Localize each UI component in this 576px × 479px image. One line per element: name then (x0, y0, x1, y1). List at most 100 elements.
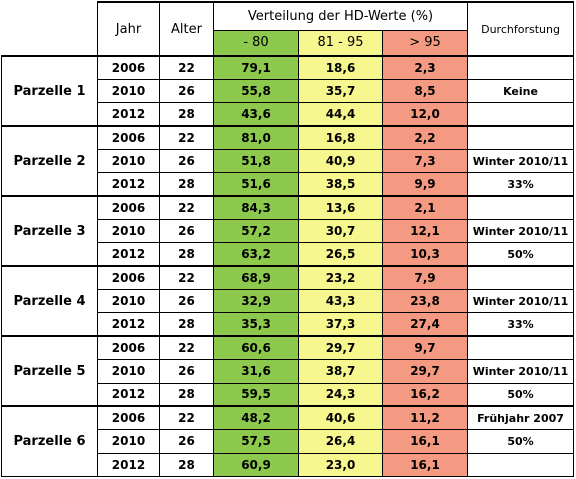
cell-low: 63,2 (213, 242, 299, 267)
cell-alter: 22 (159, 195, 214, 221)
cell-alter: 26 (159, 148, 214, 174)
cell-durchforstung (467, 125, 575, 150)
cell-high: 29,7 (381, 359, 469, 384)
cell-mid: 38,7 (298, 359, 383, 384)
cell-low: 43,6 (213, 102, 299, 127)
cell-alter: 26 (159, 289, 214, 314)
cell-jahr: 2006 (97, 405, 160, 431)
cell-high: 27,4 (381, 312, 469, 337)
table-row: Parzelle 6 2006 22 48,2 40,6 11,2 Frühjahr 200… (1, 405, 575, 478)
cell-mid: 23,2 (298, 265, 383, 291)
cell-alter: 28 (159, 242, 214, 267)
cell-low: 81,0 (213, 125, 299, 150)
cell-high: 7,3 (381, 148, 469, 174)
header-alter: Alter (159, 1, 214, 57)
cell-alter: 22 (159, 125, 214, 150)
table-row: Parzelle 4 2006 22 68,9 23,2 7,9 (1, 265, 575, 337)
cell-jahr: 2012 (97, 242, 160, 267)
cell-alter: 28 (159, 102, 214, 127)
cell-low: 31,6 (213, 359, 299, 384)
cell-alter: 26 (159, 359, 214, 384)
cell-alter: 22 (159, 265, 214, 291)
cell-durchforstung: 50% (467, 382, 575, 407)
cell-jahr: 2006 (97, 54, 160, 80)
cell-mid: 24,3 (298, 382, 383, 407)
plot-name: Parzelle 3 (1, 195, 98, 267)
cell-jahr: 2012 (97, 382, 160, 407)
cell-low: 57,5 (213, 429, 299, 454)
cell-alter: 26 (159, 429, 214, 454)
cell-jahr: 2010 (97, 289, 160, 314)
cell-jahr: 2010 (97, 429, 160, 454)
cell-low: 51,6 (213, 172, 299, 197)
cell-low: 79,1 (213, 54, 299, 80)
table-row: Parzelle 3 2006 22 84,3 13,6 2,1 (1, 195, 575, 267)
cell-jahr: 2012 (97, 452, 160, 478)
cell-low: 60,6 (213, 335, 299, 361)
cell-high: 11,2 (381, 405, 469, 431)
cell-alter: 28 (159, 312, 214, 337)
cell-mid: 18,6 (298, 54, 383, 80)
cell-high: 16,1 (381, 452, 469, 478)
cell-mid: 44,4 (298, 102, 383, 127)
cell-alter: 22 (159, 405, 214, 431)
table-row: Parzelle 5 2006 22 60,6 29,7 9,7 (1, 335, 575, 407)
cell-high: 2,2 (381, 125, 469, 150)
cell-durchforstung (467, 102, 575, 127)
cell-mid: 30,7 (298, 219, 383, 244)
cell-mid: 29,7 (298, 335, 383, 361)
plot-name: Parzelle 4 (1, 265, 98, 337)
cell-durchforstung (467, 54, 575, 80)
header-range-high: > 95 (381, 29, 469, 57)
cell-mid: 23,0 (298, 452, 383, 478)
cell-jahr: 2006 (97, 265, 160, 291)
cell-durchforstung (467, 265, 575, 291)
table-body: Parzelle 1 2006 22 79,1 18,6 2,3 2010 26 55,8 35,… (1, 54, 575, 478)
cell-alter: 22 (159, 335, 214, 361)
cell-low: 51,8 (213, 148, 299, 174)
table-row: 2012 28 63,2 26,5 10,3 50% (2, 242, 575, 267)
cell-durchforstung: Winter 2010/11 (467, 289, 575, 314)
cell-durchforstung: 50% (467, 429, 575, 454)
cell-jahr: 2010 (97, 219, 160, 244)
cell-durchforstung: Winter 2010/11 (467, 219, 575, 244)
cell-alter: 28 (159, 452, 214, 478)
cell-jahr: 2012 (97, 172, 160, 197)
table-row: 2010 26 57,2 30,7 12,1 Winter 2010/11 (2, 219, 575, 244)
cell-high: 16,1 (381, 429, 469, 454)
table-row: 2012 28 35,3 37,3 27,4 33% (2, 312, 575, 337)
cell-jahr: 2012 (97, 102, 160, 127)
cell-low: 57,2 (213, 219, 299, 244)
plot-name: Parzelle 1 (1, 54, 98, 127)
cell-low: 59,5 (213, 382, 299, 407)
cell-low: 35,3 (213, 312, 299, 337)
cell-mid: 37,3 (298, 312, 383, 337)
cell-jahr: 2012 (97, 312, 160, 337)
cell-durchforstung (467, 452, 575, 478)
header-range-mid: 81 - 95 (298, 29, 383, 57)
cell-mid: 38,5 (298, 172, 383, 197)
cell-alter: 26 (159, 78, 214, 104)
cell-durchforstung: 33% (467, 312, 575, 337)
cell-high: 23,8 (381, 289, 469, 314)
cell-alter: 22 (159, 54, 214, 80)
cell-low: 68,9 (213, 265, 299, 291)
plot-name: Parzelle 2 (1, 125, 98, 197)
cell-durchforstung: Winter 2010/11 (467, 148, 575, 174)
cell-high: 2,3 (381, 54, 469, 80)
cell-durchforstung: Winter 2010/11 (467, 359, 575, 384)
table-row: 2010 26 55,8 35,7 8,5 Keine (2, 78, 575, 104)
corner-blank (1, 2, 98, 57)
header-durchforstung: Durchforstung (467, 1, 575, 57)
cell-jahr: 2010 (97, 148, 160, 174)
cell-durchforstung: Keine (467, 78, 575, 104)
cell-mid: 35,7 (298, 78, 383, 104)
cell-durchforstung: 33% (467, 172, 575, 197)
cell-jahr: 2006 (97, 195, 160, 221)
cell-alter: 26 (159, 219, 214, 244)
cell-durchforstung (467, 335, 575, 361)
cell-high: 16,2 (381, 382, 469, 407)
header-verteilung: Verteilung der HD-Werte (%) (212, 1, 469, 31)
cell-high: 8,5 (381, 78, 469, 104)
plot-name: Parzelle 5 (1, 335, 98, 407)
